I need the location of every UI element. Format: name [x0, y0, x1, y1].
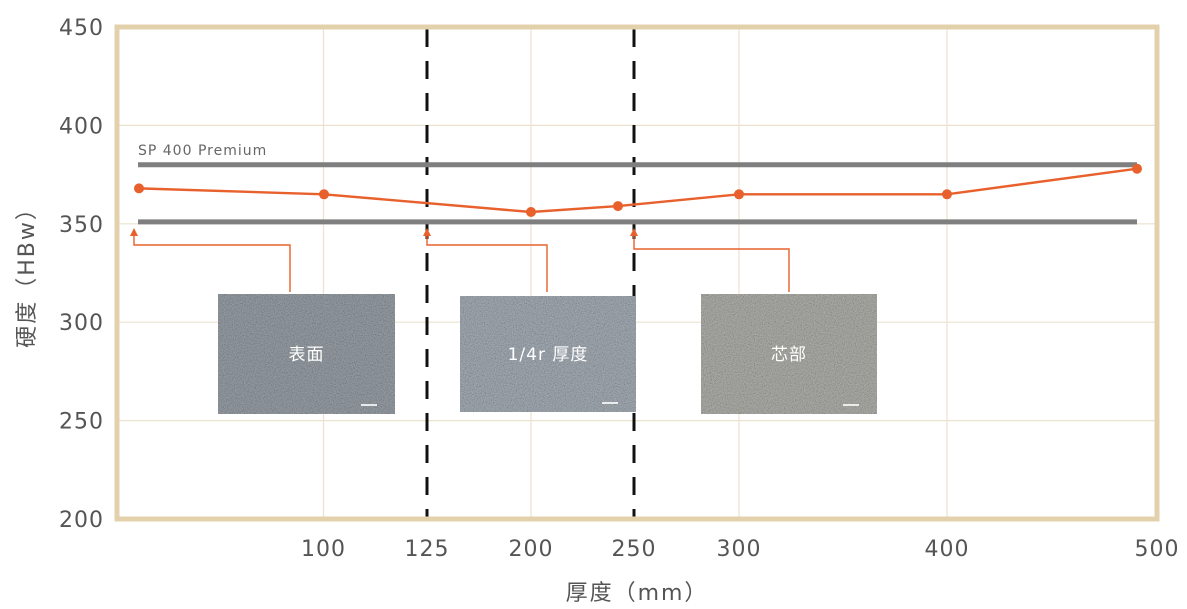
scale-bar [843, 404, 859, 406]
sample-label: 表面 [289, 345, 325, 365]
x-tick-label: 250 [612, 537, 657, 562]
series-line [138, 167, 1138, 214]
x-tick-label: 200 [509, 537, 554, 562]
callout-arrow [423, 228, 548, 292]
scale-bar [361, 404, 377, 406]
data-point [319, 189, 329, 200]
callout-arrow [630, 228, 790, 292]
data-point [134, 183, 144, 194]
sample-label: 1/4r 厚度 [508, 345, 589, 365]
x-tick-label: 125 [405, 537, 450, 562]
micrograph-image [460, 296, 636, 412]
y-tick-label: 350 [59, 213, 104, 238]
y-axis-label: 硬度（HBw） [15, 196, 40, 348]
y-tick-label: 450 [59, 16, 104, 41]
sample-micrograph: 芯部 [701, 294, 877, 414]
sample-label: 芯部 [771, 345, 807, 365]
data-point [942, 189, 952, 200]
reference-line-label: SP 400 Premium [138, 143, 267, 159]
y-tick-label: 200 [59, 508, 104, 533]
scale-bar [602, 402, 618, 404]
data-point [526, 206, 536, 217]
data-point [1132, 163, 1142, 174]
callout-arrow [130, 228, 291, 292]
x-tick-label: 500 [1135, 537, 1180, 562]
y-tick-label: 400 [59, 114, 104, 139]
sample-micrograph: 表面 [218, 294, 395, 414]
x-tick-label: 400 [925, 537, 970, 562]
data-point [613, 201, 623, 212]
plot-frame [114, 24, 1160, 522]
data-point [734, 189, 744, 200]
micrograph-image [218, 294, 395, 414]
micrograph-image [701, 294, 877, 414]
sample-micrograph: 1/4r 厚度 [460, 296, 636, 412]
x-axis-label: 厚度（mm） [566, 581, 709, 605]
y-tick-label: 250 [59, 410, 104, 435]
x-tick-label: 100 [301, 537, 346, 562]
x-tick-label: 300 [717, 537, 762, 562]
y-tick-label: 300 [59, 311, 104, 336]
